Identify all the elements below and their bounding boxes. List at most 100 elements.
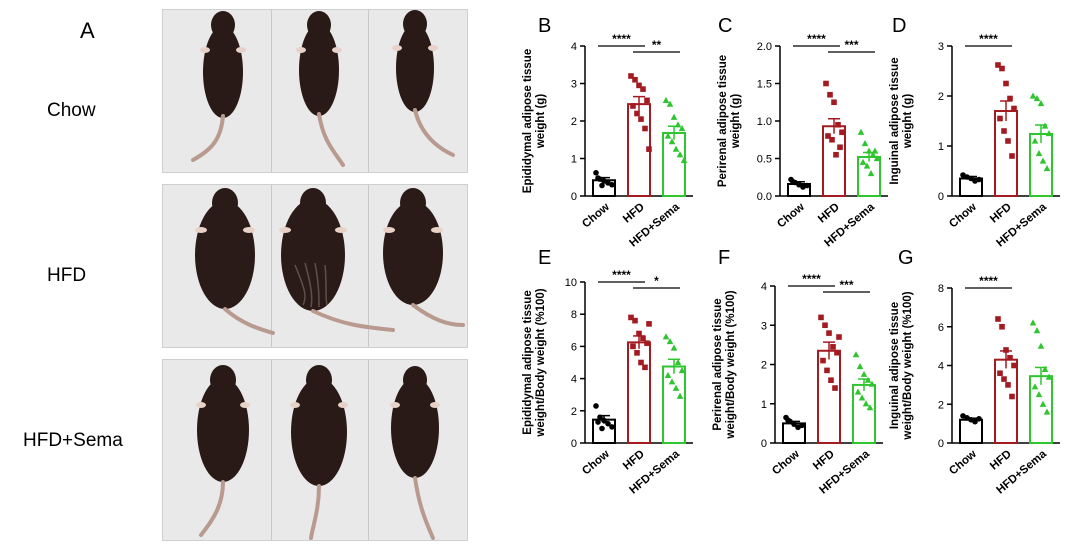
data-point xyxy=(676,151,684,158)
data-point xyxy=(644,97,650,104)
data-point xyxy=(609,424,615,430)
data-point xyxy=(662,333,670,340)
chart-panel-b: B Epididymal adipose tissueweight (g) 0 1 2 3… xyxy=(522,15,693,250)
photo-chow xyxy=(162,9,468,173)
data-point xyxy=(1043,408,1051,415)
y-axis-label-line: Epididymal adipose tissue xyxy=(522,49,534,193)
y-tick-label: 0 xyxy=(938,438,944,450)
data-point xyxy=(599,182,605,189)
data-point xyxy=(636,330,642,337)
x-tick-label: Chow xyxy=(770,448,802,477)
data-point xyxy=(638,116,644,122)
photo-hfd xyxy=(162,184,468,348)
data-point xyxy=(856,362,864,370)
data-point xyxy=(1007,95,1013,102)
data-point xyxy=(593,169,599,176)
data-point xyxy=(804,182,810,189)
data-point xyxy=(833,151,839,158)
data-point xyxy=(674,121,682,128)
data-point xyxy=(668,138,676,145)
panel-letter: F xyxy=(718,247,730,269)
data-point xyxy=(864,376,872,383)
data-point xyxy=(972,418,978,425)
bar-hfd-sema xyxy=(1029,375,1053,444)
data-point xyxy=(662,96,670,103)
x-tick-label: HFD xyxy=(621,448,647,472)
data-point xyxy=(827,91,833,98)
data-point xyxy=(680,156,688,163)
data-point xyxy=(676,392,684,399)
data-point xyxy=(865,147,873,154)
data-point xyxy=(835,121,841,128)
data-point xyxy=(674,359,682,366)
data-point xyxy=(638,359,644,366)
photo-hfd-sema xyxy=(162,359,468,541)
y-tick-label: 4 xyxy=(938,361,944,373)
data-point xyxy=(791,421,797,427)
chart-panel-e: E Epididymal adipose tissueweight/Body we… xyxy=(522,247,693,497)
data-point xyxy=(1007,354,1013,361)
significance-label: **** xyxy=(612,32,631,46)
panel-letter: D xyxy=(892,15,906,37)
bar-hfd xyxy=(817,349,841,444)
mice-hfd-image xyxy=(195,188,465,335)
data-point xyxy=(628,73,634,79)
data-point xyxy=(995,62,1001,68)
y-tick-label: 6 xyxy=(938,322,944,334)
data-point xyxy=(666,100,674,107)
panel-letter: B xyxy=(538,15,551,37)
y-axis-label-line: weight (g) xyxy=(535,94,547,149)
significance-label: **** xyxy=(979,274,998,288)
row-label-chow: Chow xyxy=(47,100,96,121)
data-point xyxy=(1011,362,1017,369)
y-tick-label: 2 xyxy=(938,399,944,411)
chart-panel-c: C Perirenal adipose tissueweight (g) 0.0 0.… xyxy=(717,15,888,250)
x-tick-label: Chow xyxy=(947,448,979,477)
y-tick-label: 1.0 xyxy=(757,116,772,128)
y-tick-label: 2 xyxy=(571,406,577,418)
data-point xyxy=(799,422,805,429)
y-tick-label: 2 xyxy=(938,91,944,103)
y-tick-label: 3 xyxy=(938,41,944,53)
bar-hfd xyxy=(627,341,651,444)
significance-label: **** xyxy=(979,32,998,46)
data-point xyxy=(1033,95,1041,102)
y-axis-label: Perirenal adipose tissueweight/Body weig… xyxy=(712,290,737,439)
y-tick-label: 0.0 xyxy=(757,191,772,203)
data-point xyxy=(1003,347,1009,353)
y-tick-label: 3 xyxy=(571,79,577,91)
data-point xyxy=(785,417,791,424)
x-tick-label: HFD xyxy=(988,448,1014,472)
y-tick-label: 10 xyxy=(565,277,577,289)
data-point xyxy=(1029,92,1037,99)
x-tick-label: HFD xyxy=(988,201,1014,225)
data-point xyxy=(1009,393,1015,400)
data-point xyxy=(630,103,636,109)
y-axis-label: Inguinal adipose tissueweight/Body weigh… xyxy=(889,291,914,440)
data-point xyxy=(820,357,826,364)
x-tick-label: Chow xyxy=(947,201,979,230)
data-point xyxy=(997,115,1003,122)
data-point xyxy=(646,146,652,152)
mice-chow-image xyxy=(191,10,455,167)
data-point xyxy=(824,367,830,374)
data-point xyxy=(976,176,982,183)
panel-letter: E xyxy=(538,247,551,269)
data-point xyxy=(790,178,796,185)
chart-panel-d: D Inguinal adipose tissueweight (g) 0 1 2 3 Ch… xyxy=(889,15,1060,250)
y-tick-label: 1.5 xyxy=(757,79,772,91)
data-point xyxy=(1031,137,1039,144)
y-tick-label: 4 xyxy=(761,281,767,293)
data-point xyxy=(1005,138,1011,144)
data-point xyxy=(678,367,686,374)
data-point xyxy=(871,147,879,154)
data-point xyxy=(995,316,1001,322)
y-axis-label-line: Perirenal adipose tissue xyxy=(717,55,729,187)
data-point xyxy=(868,380,876,387)
data-point xyxy=(1035,150,1043,157)
y-axis-label-line: Inguinal adipose tissue xyxy=(889,302,901,429)
y-axis-label: Perirenal adipose tissueweight (g) xyxy=(717,55,742,187)
y-axis-label: Inguinal adipose tissueweight (g) xyxy=(889,57,914,184)
x-tick-label: HFD xyxy=(621,201,647,225)
data-point xyxy=(852,351,860,358)
